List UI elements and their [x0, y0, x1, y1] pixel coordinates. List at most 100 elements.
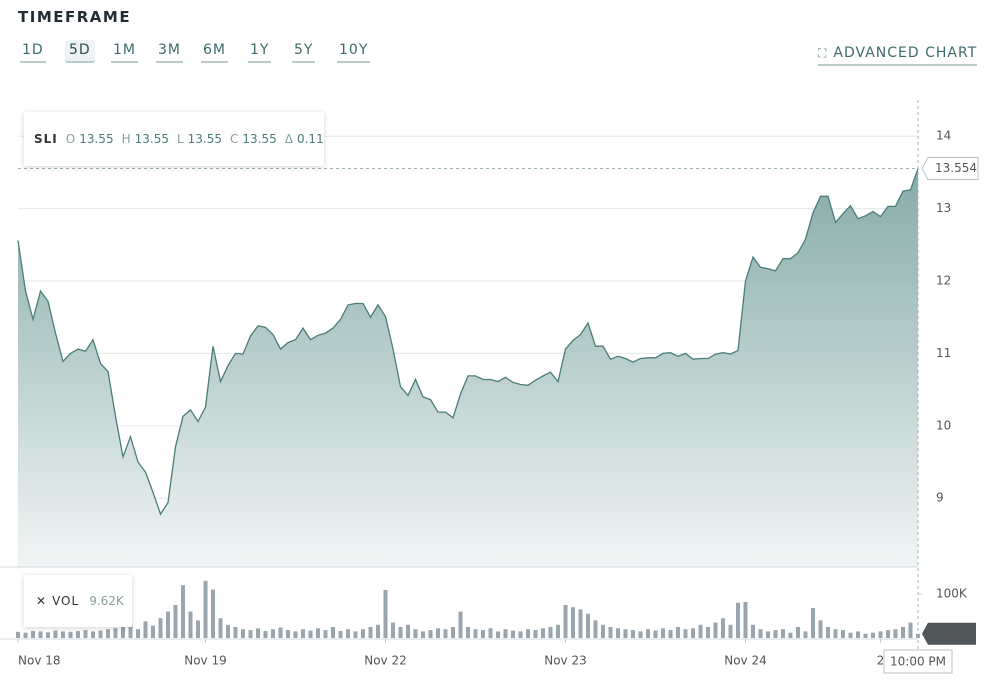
legend-value: 13.55 — [79, 132, 114, 146]
volume-bar — [428, 630, 433, 638]
volume-bar — [533, 630, 538, 638]
volume-bar — [773, 630, 778, 638]
y-tick-label: 10 — [936, 418, 951, 432]
volume-bar — [286, 630, 290, 638]
volume-bar — [826, 627, 830, 638]
volume-bar — [518, 631, 523, 638]
volume-bar — [556, 624, 560, 638]
volume-bar — [113, 628, 118, 638]
volume-bar — [308, 630, 313, 638]
volume-bar — [781, 629, 785, 638]
volume-bar — [818, 620, 823, 638]
volume-bar — [316, 628, 320, 638]
volume-bar — [38, 631, 43, 638]
volume-bar — [173, 605, 178, 638]
legend-value: 0.11 — [296, 132, 324, 146]
volume-bar — [496, 631, 500, 638]
y-tick-label: 9 — [936, 491, 944, 505]
price-tag-box — [921, 156, 979, 180]
volume-bar — [16, 631, 20, 638]
volume-bar — [661, 628, 665, 638]
volume-bar — [128, 624, 133, 638]
volume-bar — [31, 630, 35, 638]
volume-value: 9.62K — [89, 594, 124, 608]
volume-bar — [488, 628, 493, 638]
volume-bar — [571, 607, 575, 638]
volume-bar — [916, 633, 920, 638]
volume-bar — [893, 629, 898, 638]
volume-bar — [353, 631, 358, 638]
volume-name: VOL — [52, 594, 80, 608]
volume-bar — [631, 630, 635, 638]
volume-bar — [151, 625, 155, 638]
volume-bar — [758, 629, 763, 638]
volume-bar — [451, 627, 455, 638]
volume-bar — [271, 629, 275, 638]
volume-bar — [526, 629, 530, 638]
volume-bar — [361, 629, 365, 638]
symbol: SLI — [34, 132, 58, 146]
volume-bar — [83, 630, 88, 638]
timeframe-button[interactable]: 1M — [111, 42, 138, 63]
volume-bar — [481, 630, 485, 638]
volume-bar — [691, 628, 695, 638]
volume-bar — [91, 631, 95, 638]
volume-bar — [788, 632, 793, 638]
timeframe-button[interactable]: 3M — [156, 42, 183, 63]
timeframe-button[interactable]: 5D — [65, 40, 95, 63]
volume-bar — [721, 618, 725, 638]
timeframe-button[interactable]: 10Y — [337, 42, 371, 63]
volume-bar — [383, 590, 388, 638]
timeframe-button[interactable]: 1D — [20, 42, 46, 63]
volume-bar — [803, 631, 808, 638]
volume-tag-box — [922, 622, 976, 645]
timeframe-button[interactable]: 5Y — [292, 42, 316, 63]
volume-bar — [391, 622, 395, 638]
legend-key: Δ — [284, 132, 293, 146]
legend-value: 13.55 — [134, 132, 169, 146]
volume-bar — [256, 628, 260, 638]
volume-bar — [241, 629, 245, 638]
volume-bar — [436, 628, 440, 638]
volume-bar — [61, 631, 65, 638]
volume-bar — [278, 627, 283, 638]
area-fill — [18, 168, 918, 567]
timeframe-button[interactable]: 6M — [201, 42, 228, 63]
volume-bar — [796, 627, 800, 638]
volume-bar — [616, 628, 620, 638]
close-icon[interactable]: ✕ — [36, 594, 47, 608]
volume-bar — [338, 630, 343, 638]
legend-key: O — [65, 132, 76, 146]
volume-bar — [713, 622, 718, 638]
y-tick-label: 13 — [936, 201, 951, 215]
volume-bar — [248, 630, 253, 638]
volume-bar — [736, 602, 740, 638]
legend-key: C — [230, 132, 239, 146]
volume-bar — [863, 633, 868, 638]
volume-bar — [886, 630, 890, 638]
legend-value: 13.55 — [187, 132, 223, 146]
volume-bar — [121, 627, 125, 638]
volume-bar — [106, 629, 110, 638]
volume-bar — [443, 629, 448, 638]
volume-bar — [743, 601, 748, 638]
volume-bar — [23, 632, 28, 638]
volume-bar — [503, 629, 508, 638]
volume-bar — [406, 624, 410, 638]
volume-bar — [878, 631, 883, 638]
volume-bar — [301, 629, 305, 638]
volume-bar — [646, 629, 650, 638]
volume-bar — [473, 629, 478, 638]
advanced-chart-link[interactable]: ⛶ ADVANCED CHART — [818, 45, 978, 66]
volume-bar — [331, 627, 335, 638]
volume-bar — [458, 611, 463, 638]
x-tick-label: 2 — [877, 654, 885, 668]
volume-bar — [848, 632, 853, 638]
volume-bar — [563, 605, 568, 638]
timeframe-button[interactable]: 1Y — [248, 42, 272, 63]
volume-bar — [586, 613, 590, 638]
volume-bar — [376, 624, 380, 638]
x-tick-label: Nov 18 — [18, 654, 61, 668]
